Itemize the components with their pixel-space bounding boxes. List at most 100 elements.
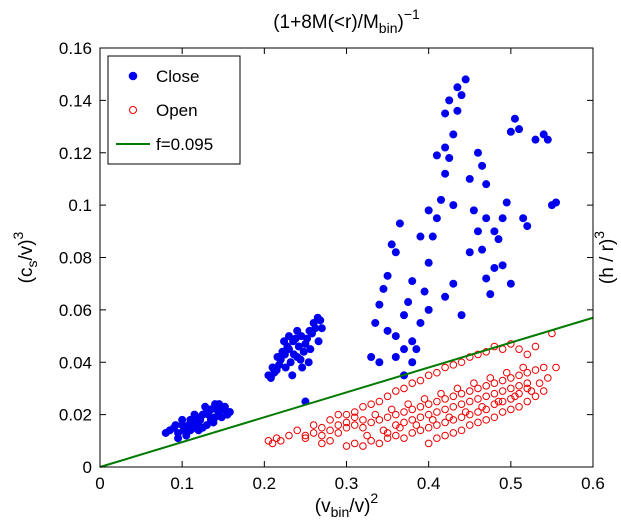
data-point <box>474 395 482 403</box>
data-point <box>309 429 318 437</box>
data-point <box>264 437 273 445</box>
data-point <box>433 421 441 429</box>
data-point <box>342 442 351 450</box>
data-point <box>375 300 384 309</box>
data-point <box>445 413 454 422</box>
data-point <box>359 442 367 450</box>
data-point <box>400 434 408 442</box>
data-point <box>453 384 462 393</box>
data-point <box>334 429 343 437</box>
data-point <box>507 384 515 393</box>
x-tick-label: 0.2 <box>253 474 277 493</box>
data-point <box>284 332 293 341</box>
data-point <box>531 342 540 351</box>
data-point <box>334 410 343 419</box>
data-point <box>498 397 507 406</box>
data-point <box>350 439 359 448</box>
data-point <box>432 214 441 223</box>
data-point <box>161 428 170 437</box>
data-point <box>490 413 499 422</box>
data-point <box>523 384 532 393</box>
data-point <box>527 387 536 395</box>
data-point <box>404 400 412 408</box>
data-point <box>473 148 482 157</box>
y-tick-label: 0.14 <box>59 91 92 110</box>
data-point <box>441 169 450 178</box>
data-point <box>433 434 441 442</box>
series-open <box>264 329 560 450</box>
data-point <box>400 311 409 320</box>
data-point <box>379 284 388 293</box>
data-point <box>461 408 470 416</box>
data-point <box>375 358 384 367</box>
data-point <box>433 408 441 416</box>
data-point <box>408 416 417 424</box>
data-point <box>539 130 548 139</box>
data-point <box>280 337 289 346</box>
data-point <box>379 426 388 435</box>
data-point <box>375 416 384 424</box>
data-point <box>350 413 359 422</box>
data-point <box>171 421 180 430</box>
data-point <box>511 392 519 401</box>
data-point <box>408 277 417 286</box>
data-point <box>293 326 302 335</box>
data-point <box>268 439 277 448</box>
data-point <box>392 421 400 429</box>
data-point <box>519 214 528 223</box>
data-point <box>266 373 275 382</box>
y-tick-label: 0 <box>83 458 92 477</box>
data-point <box>201 402 210 411</box>
top-axis-title: (1+8M(<r)/Mbin)−1 <box>273 6 420 36</box>
data-point <box>494 235 503 244</box>
data-point <box>482 274 491 283</box>
data-point <box>457 389 466 398</box>
x-tick-label: 0.1 <box>170 474 194 493</box>
data-point <box>486 374 495 382</box>
data-point <box>179 426 188 435</box>
data-point <box>441 363 449 372</box>
data-point <box>543 135 552 144</box>
data-point <box>387 405 396 414</box>
plot-frame <box>99 47 594 468</box>
data-point <box>482 180 491 189</box>
data-point <box>416 413 425 422</box>
legend-item-f-0-095: f=0.095 <box>116 135 213 154</box>
data-point <box>433 397 441 406</box>
data-point <box>317 324 326 333</box>
data-point <box>432 151 441 160</box>
y-tick-label: 0.04 <box>59 353 92 372</box>
data-point <box>408 429 417 437</box>
data-point <box>281 363 290 372</box>
tick-labels: 0 0.1 0.2 0.3 0.4 0.5 0.6 0 0.02 0.04 0.06 0.08 0.1 0… <box>59 39 605 493</box>
data-point <box>400 384 408 393</box>
data-point <box>420 395 429 403</box>
data-point <box>391 248 400 257</box>
data-point <box>465 410 474 419</box>
data-point <box>318 423 326 432</box>
data-point <box>424 410 433 419</box>
legend: Close Open f=0.095 <box>107 55 241 165</box>
data-point <box>363 431 371 440</box>
data-point <box>196 415 205 424</box>
data-point <box>490 263 499 272</box>
data-point <box>275 360 284 369</box>
data-point <box>441 143 450 152</box>
data-point <box>523 368 532 377</box>
data-point <box>474 418 482 427</box>
series-close <box>161 75 561 443</box>
data-point <box>424 258 433 267</box>
data-point <box>383 413 392 422</box>
data-point <box>359 423 367 432</box>
data-series <box>99 75 594 468</box>
fit-line <box>99 316 594 468</box>
legend-swatch <box>128 71 138 81</box>
data-point <box>392 410 400 419</box>
data-point <box>383 392 392 401</box>
data-point <box>383 429 392 437</box>
data-point <box>478 402 486 411</box>
data-point <box>498 387 507 395</box>
data-point <box>457 426 466 435</box>
data-point <box>470 379 478 388</box>
data-point <box>552 363 560 372</box>
